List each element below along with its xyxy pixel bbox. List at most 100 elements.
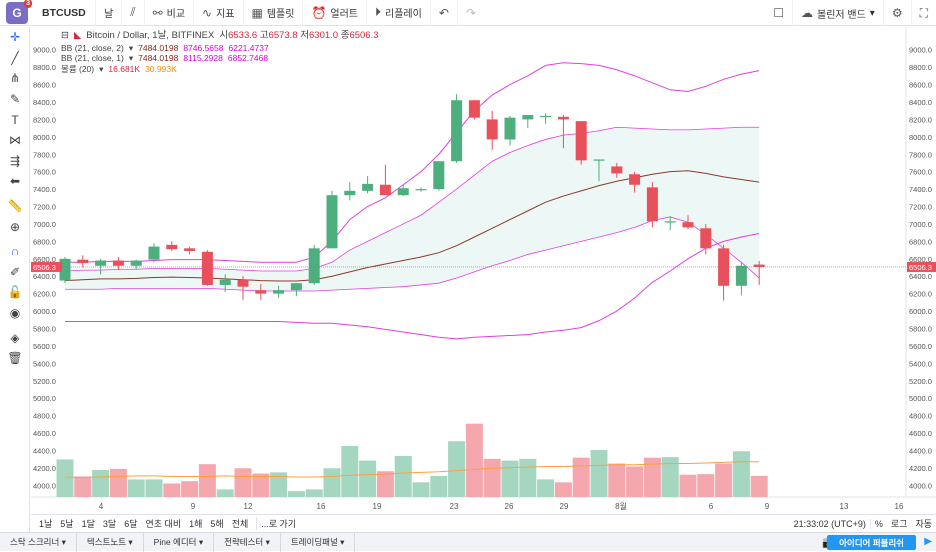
price-tick-left: 6600.0	[33, 255, 56, 264]
candle-body	[415, 189, 427, 191]
pattern-tool[interactable]: ⋈	[0, 130, 30, 151]
chevron-down-icon: ▾	[128, 53, 134, 63]
candle-body	[59, 258, 71, 281]
panel-tab-4[interactable]: 트레이딩패널 ▾	[281, 532, 356, 552]
range-8[interactable]: 전체	[231, 519, 249, 529]
panel-tab-2[interactable]: Pine 에디터 ▾	[144, 532, 215, 552]
layers-tool[interactable]: ◈	[0, 327, 30, 348]
price-tick-left: 5400.0	[33, 359, 56, 368]
visibility-tool[interactable]: ◉	[0, 303, 30, 324]
notification-badge: 3	[24, 0, 32, 8]
volume-bar	[679, 474, 697, 497]
range-6[interactable]: 1해	[189, 519, 203, 529]
brush-tool[interactable]: ✎	[0, 89, 30, 110]
price-tick-left: 7800.0	[33, 150, 56, 159]
percent-toggle[interactable]: %	[869, 518, 887, 529]
range-buttons: 1날 5날 1달 3달 6달 연초 대비 1해 5해 전체	[31, 517, 252, 530]
replay-button[interactable]: ⏵ 리플레이	[367, 0, 431, 26]
chart-layout-select[interactable]: ☁ 볼린저 밴드 ▾	[793, 0, 884, 26]
candle-body	[540, 115, 552, 118]
range-3[interactable]: 3달	[102, 519, 117, 529]
back-tool[interactable]: ⬅	[0, 171, 30, 192]
chart-layout-label: 볼린저 밴드	[817, 9, 866, 21]
price-chart[interactable]: 9000.0 9000.0 8800.0 8800.0 8600.0 8600.0 8400…	[31, 27, 936, 514]
settings-button[interactable]: ⚙	[884, 0, 912, 26]
volume-bar	[626, 466, 644, 497]
legend-bb1[interactable]: BB (21, close, 2) ▾ 7484.0198 8746.5658 622…	[61, 42, 269, 53]
eye-icon: ◉	[9, 306, 21, 321]
auto-toggle[interactable]: 자동	[915, 519, 932, 529]
volume-bar	[216, 489, 234, 497]
layout-button[interactable]: ☐	[765, 0, 794, 26]
pitchfork-tool[interactable]: ⋔	[0, 68, 30, 89]
legend-volume[interactable]: 볼륨 (20) ▾ 16.681K 30.993K	[61, 63, 177, 74]
chart-area[interactable]: 9000.0 9000.0 8800.0 8800.0 8600.0 8600.0 8400…	[31, 27, 936, 514]
range-2[interactable]: 1달	[81, 519, 95, 529]
volume-bar	[341, 445, 359, 497]
time-tick: 6	[709, 502, 714, 511]
undo-icon: ↶	[438, 5, 449, 20]
price-tick-left: 9000.0	[33, 46, 56, 55]
log-toggle[interactable]: 로그	[890, 519, 908, 529]
price-tick-right: 8400.0	[909, 98, 932, 107]
panel-tab-3[interactable]: 전략테스터 ▾	[214, 532, 281, 552]
ruler-tool[interactable]: 📏	[0, 196, 30, 217]
legend-bb2[interactable]: BB (21, close, 1) ▾ 7484.0198 8115.2928 685…	[61, 53, 269, 63]
cloud-icon: ☁	[801, 6, 814, 20]
price-tick-left: 5000.0	[33, 394, 56, 403]
price-tick-left: 7000.0	[33, 220, 56, 229]
volume-bar	[661, 457, 679, 497]
volume-bar	[483, 458, 501, 497]
draw-mode-tool[interactable]: ✐	[0, 262, 30, 283]
prediction-tool[interactable]: ⇶	[0, 151, 30, 172]
volume-bar	[465, 423, 483, 497]
alert-button[interactable]: ⏰ 얼러트	[303, 0, 368, 26]
candle-body	[379, 184, 391, 196]
price-tick-left: 6200.0	[33, 290, 56, 299]
price-tick-right: 8600.0	[909, 81, 932, 90]
text-tool[interactable]: T	[0, 109, 30, 130]
lock-tool[interactable]: 🔓	[0, 282, 30, 303]
panel-tab-0[interactable]: 스탁 스크리너 ▾	[0, 532, 77, 552]
panel-tab-1[interactable]: 텍스트노트 ▾	[77, 532, 144, 552]
volume-bar	[554, 482, 572, 497]
bottom-panel-tabs: 스탁 스크리너 ▾ 텍스트노트 ▾ Pine 에디터 ▾ 전략테스터 ▾ 트레이딩패널 …	[0, 532, 936, 552]
range-5[interactable]: 연초 대비	[145, 519, 182, 529]
candle-body	[486, 119, 498, 140]
alert-label: 얼러트	[330, 9, 359, 20]
undo-button[interactable]: ↶	[431, 0, 458, 26]
range-0[interactable]: 1날	[39, 519, 53, 529]
indicators-button[interactable]: ∿ 지표	[194, 0, 244, 26]
price-tick-right: 5200.0	[909, 377, 932, 386]
candle-body	[95, 260, 107, 266]
redo-button[interactable]: ↷	[458, 0, 484, 26]
fullscreen-button[interactable]: ⛶	[912, 0, 936, 26]
volume-bar	[270, 472, 288, 497]
delete-tool[interactable]: 🗑	[0, 348, 30, 369]
volume-bar	[394, 455, 412, 497]
range-4[interactable]: 6달	[124, 519, 138, 529]
price-tick-right: 7400.0	[909, 185, 932, 194]
collapse-icon[interactable]: ⊟	[61, 30, 69, 41]
range-7[interactable]: 5해	[210, 519, 224, 529]
zoom-tool[interactable]: ⊕	[0, 216, 30, 237]
price-tick-left: 5800.0	[33, 324, 56, 333]
play-icon[interactable]: ▶	[924, 536, 932, 547]
interval-button[interactable]: 날	[96, 0, 123, 26]
magnet-tool[interactable]: ∩	[0, 241, 30, 262]
volume-bar	[92, 470, 110, 497]
chart-type-button[interactable]: ⫽	[122, 0, 145, 26]
publish-idea-button[interactable]: 아이디어 퍼블리쉬	[827, 535, 916, 550]
price-tick-right: 6000.0	[909, 307, 932, 316]
compare-button[interactable]: ⚯ 비교	[145, 0, 195, 26]
range-1[interactable]: 5날	[60, 519, 74, 529]
templates-button[interactable]: ▦ 템플릿	[244, 0, 304, 26]
volume-bar	[127, 479, 145, 497]
volume-bar	[252, 473, 270, 497]
crosshair-tool[interactable]: ✛	[0, 27, 30, 48]
trendline-tool[interactable]: ╱	[0, 48, 30, 69]
goto-button[interactable]: ...로 가기	[256, 517, 300, 530]
symbol-search[interactable]: BTCUSD	[34, 0, 96, 26]
candle-body	[237, 279, 249, 287]
